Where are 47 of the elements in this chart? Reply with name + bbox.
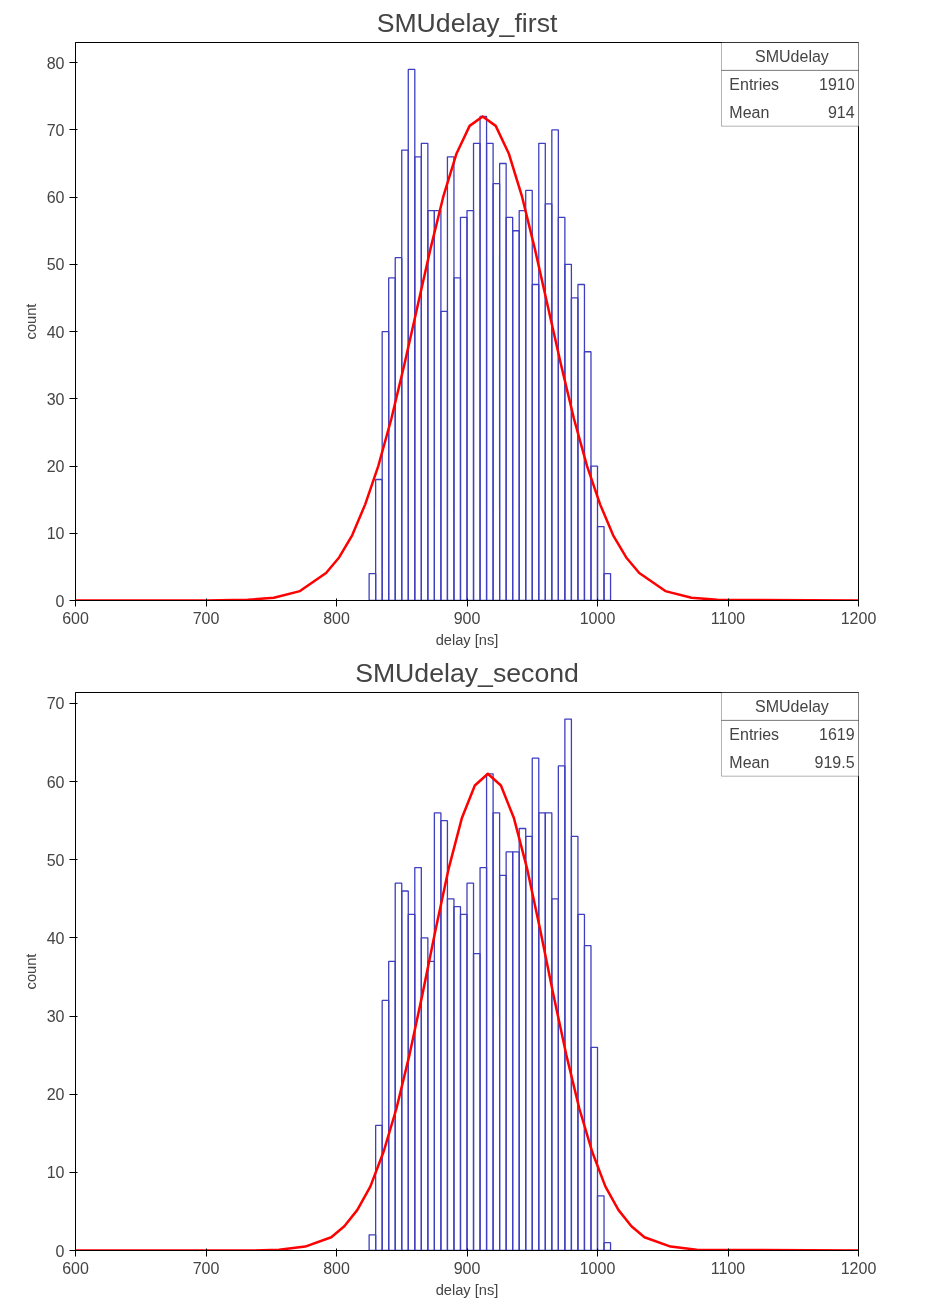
y-tick-label: 0 [55,1242,65,1260]
y-tick-label: 60 [46,189,65,207]
chart-title: SMUdelay_first [376,7,558,38]
y-tick-label: 20 [46,1086,65,1104]
y-tick-label: 60 [46,773,65,791]
annotation: SMUdelay [755,697,829,715]
y-tick-label: 40 [46,323,65,341]
y-tick-label: 10 [46,1164,65,1182]
annotation: SMUdelay [755,47,829,65]
y-tick-label: 70 [46,121,65,139]
x-tick-label: 700 [192,609,220,627]
y-tick-label: 50 [46,256,65,274]
x-tick-label: 600 [62,609,89,627]
x-tick-label: 1200 [840,609,877,627]
y-tick-label: 70 [46,695,65,713]
x-axis-title: delay [ns] [435,631,499,648]
annotation: Entries [729,75,780,93]
y-tick-label: 30 [46,1008,65,1026]
y-tick-label: 20 [46,458,65,476]
x-tick-label: 1100 [710,609,746,627]
y-axis-title: count [22,303,39,340]
x-tick-label: 1000 [579,1259,616,1277]
y-tick-label: 50 [46,851,65,869]
x-axis-title: delay [ns] [435,1281,499,1298]
y-tick-label: 10 [46,525,65,543]
annotation: 1619 [818,726,855,744]
y-tick-label: 30 [46,390,65,408]
x-tick-label: 600 [62,1259,89,1277]
chart-title: SMUdelay_second [355,657,579,688]
x-tick-label: 800 [323,1259,350,1277]
x-tick-label: 700 [192,1259,220,1277]
annotation: 914 [827,104,855,122]
x-tick-label: 900 [453,1259,481,1277]
y-tick-label: 80 [46,54,65,72]
x-tick-label: 1100 [710,1259,746,1277]
x-tick-label: 900 [453,609,481,627]
x-tick-label: 1000 [579,609,616,627]
y-tick-label: 40 [46,929,65,947]
annotation: Mean [729,103,770,121]
x-tick-label: 800 [323,609,350,627]
y-axis-title: count [22,953,39,990]
annotation: 1910 [818,76,855,94]
annotation: 919.5 [814,754,855,772]
annotation: Mean [729,753,770,771]
x-tick-label: 1200 [840,1259,877,1277]
y-tick-label: 0 [55,592,65,610]
annotation: Entries [729,725,780,743]
